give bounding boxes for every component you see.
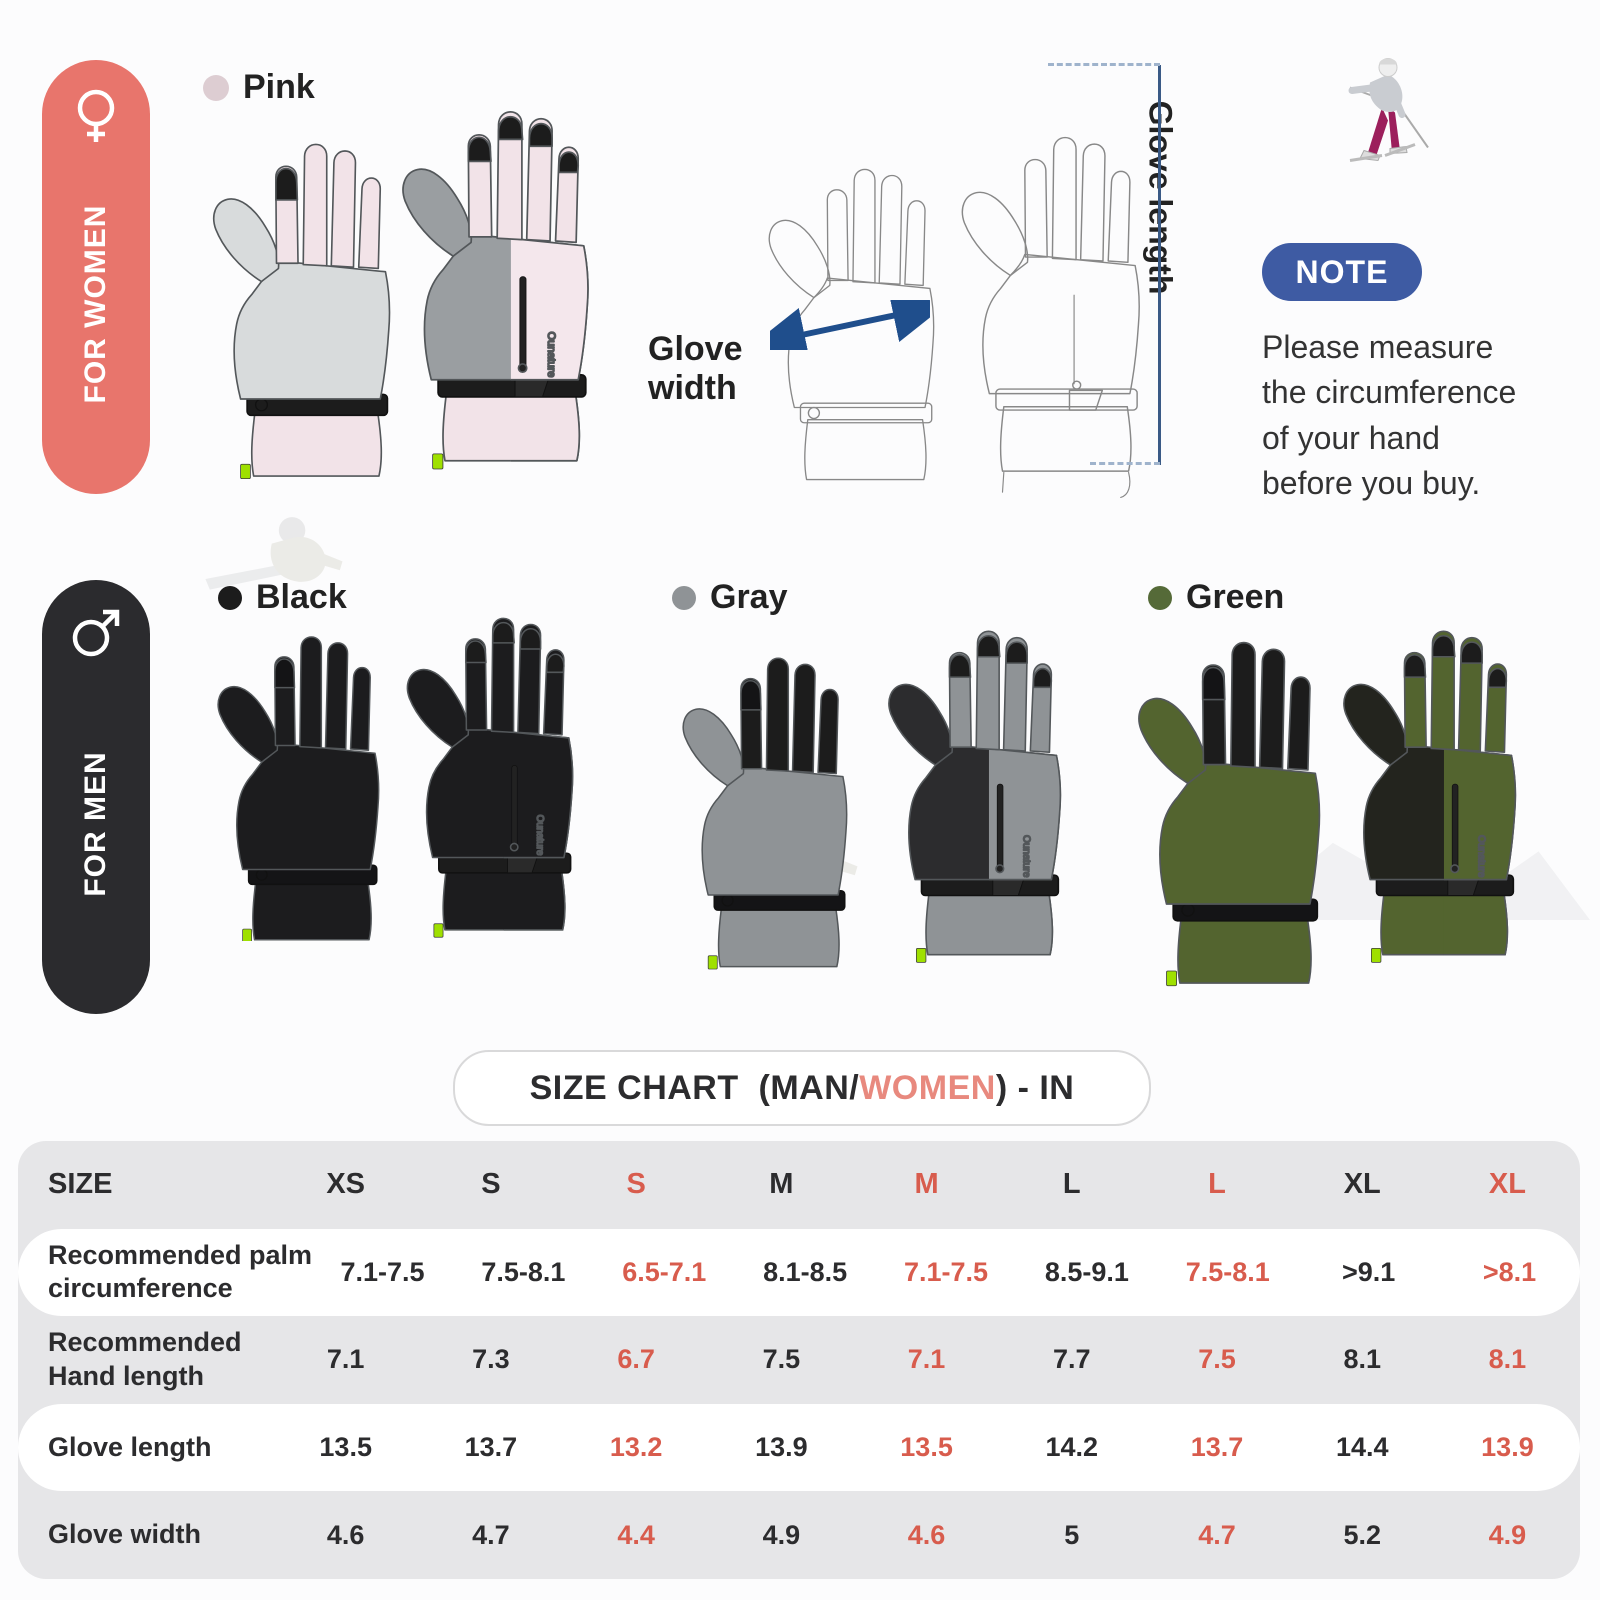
svg-text:Ounature: Ounature: [534, 815, 545, 856]
svg-text:Ounature: Ounature: [1020, 835, 1031, 878]
svg-text:Ounature: Ounature: [545, 332, 557, 378]
svg-text:Ounature: Ounature: [1475, 835, 1486, 878]
